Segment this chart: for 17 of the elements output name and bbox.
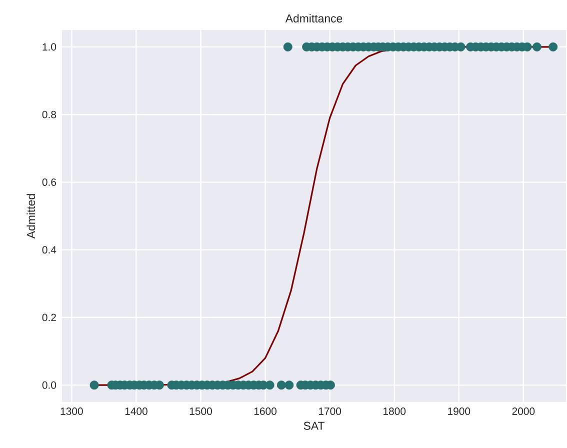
x-tick-label: 1900	[448, 408, 470, 415]
x-tick-label: 1800	[384, 408, 406, 415]
x-tick-label: 1500	[190, 408, 212, 415]
x-tick-label: 1700	[318, 408, 342, 415]
y-tick-label: 0.2	[42, 314, 56, 322]
y-tick-label: 0.8	[42, 110, 56, 118]
x-axis-title: SAT	[304, 422, 324, 430]
y-tick-label: 0.6	[42, 178, 56, 186]
x-tick-label: 1300	[60, 408, 83, 415]
y-tick-label: 1.0	[42, 43, 56, 51]
x-tick-label: 1600	[254, 408, 276, 415]
y-tick-label: 0.0	[42, 381, 56, 389]
chart-title: Admittance	[285, 14, 342, 22]
y-axis-title: Admitted	[26, 194, 36, 239]
x-tick-label: 2000	[512, 408, 535, 415]
y-tick-label: 0.4	[42, 246, 56, 254]
x-tick-label: 1400	[125, 408, 148, 415]
